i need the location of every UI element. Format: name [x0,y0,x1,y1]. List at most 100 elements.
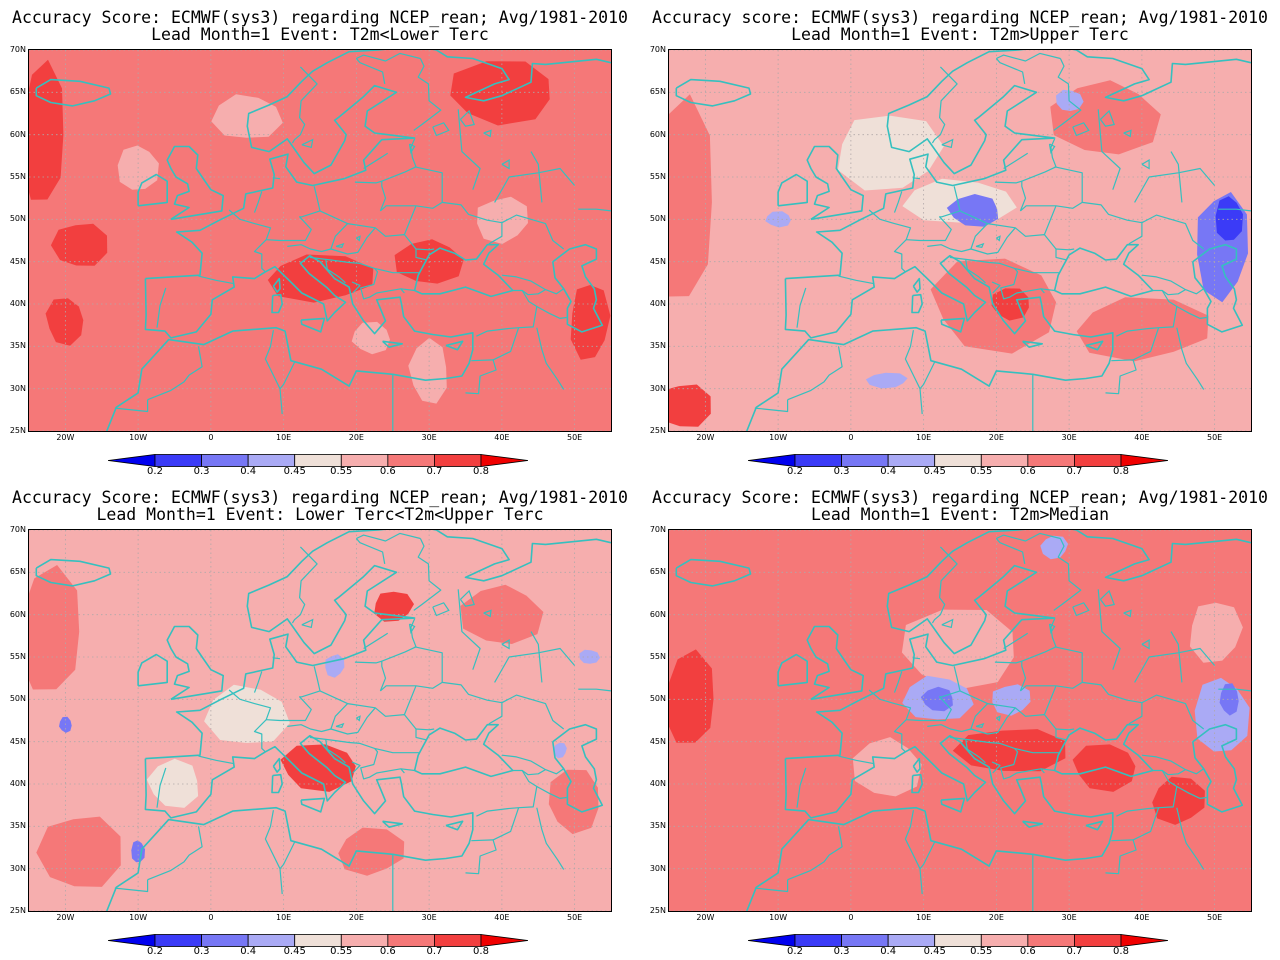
lon-tick-label: 20W [696,913,715,922]
lake-outline [941,618,954,629]
lake-outline [356,715,361,722]
lon-tick-label: 0 [848,913,854,922]
lon-tick-label: 40E [1134,433,1150,442]
field-patch [901,609,1014,690]
country-border [996,52,1061,62]
country-border [1055,728,1075,731]
lon-tick-label: 50E [1207,913,1223,922]
colorbar-tick-label: 0.6 [379,466,396,477]
coastline-cyprus [445,820,464,831]
country-border [838,755,875,765]
coastline-caspian [552,243,604,333]
country-border [253,671,263,693]
country-border [1176,785,1207,799]
colorbar-tick-label: 0.6 [1019,466,1036,477]
colorbar-arrow-low [747,454,796,467]
field-patch [991,288,1029,321]
lat-tick-label: 70N [649,525,666,534]
lat-tick-label: 65N [9,567,26,577]
country-border [272,657,281,660]
country-border [442,681,503,725]
country-border [996,532,1061,542]
field-base [669,530,1251,911]
country-border [356,532,421,542]
field-patch [1219,683,1239,716]
colorbar-segment [887,454,936,467]
country-border [578,688,611,692]
country-border [457,109,481,190]
field-patch [131,840,145,863]
lat-tick-label: 35N [9,341,26,351]
lat-tick-label: 60N [649,609,666,619]
field-patch [952,729,1066,772]
country-border [1141,694,1205,730]
country-border [319,690,348,705]
lat-tick-label: 40N [9,779,26,788]
lon-tick-label: 50E [567,913,583,922]
coastline-blacksea [1053,243,1154,298]
colorbar-segment [154,934,202,947]
field-patch [548,769,599,835]
colorbar-tick-label: 0.6 [1019,946,1036,957]
lat-tick-label: 25N [9,906,26,915]
country-border [1082,201,1143,245]
country-border [1116,289,1178,337]
lake-outline [1099,589,1116,607]
coastline-continent [106,254,474,431]
field-patch [29,565,80,690]
lon-tick-label: 10E [916,913,932,922]
country-border [1141,274,1205,295]
panel-title-line1: Accuracy Score: ECMWF(sys3) regarding NC… [652,488,1268,507]
lat-tick-label: 25N [649,906,666,915]
colorbar-segment [387,934,435,947]
map-svg [29,50,611,431]
country-border [919,362,936,415]
lat-tick-label: 70N [9,525,26,534]
lat-tick-label: 40N [649,299,666,308]
country-border [266,666,321,722]
coastline-crete [1022,340,1044,349]
coastline-biscay [785,530,1251,760]
colorbar-arrow-low [107,454,156,467]
country-border [363,632,389,650]
colorbar-tick-label: 0.4 [240,946,257,957]
colorbar-segment [841,454,889,467]
country-border [521,769,546,776]
country-border [995,58,1026,85]
country-border [374,747,419,754]
country-border [1111,327,1160,362]
colorbar-segment [340,934,389,947]
country-border [1134,167,1216,203]
field-patch [1056,89,1084,111]
coastline-caspian [1192,243,1244,333]
colorbar-tick-label: 0.55 [970,466,993,477]
lake-outline [975,242,985,248]
map-plot [668,49,1252,432]
field-patch [920,686,953,712]
country-border [965,739,986,764]
lat-tick-label: 30N [649,863,666,873]
lon-tick-label: 30E [1061,913,1077,922]
colorbar-tick-label: 0.8 [1113,466,1129,477]
country-border [501,214,565,250]
lat-tick-label: 55N [649,172,666,181]
country-border [919,842,936,895]
coastline-cyprus [445,340,464,351]
field-patch [669,384,711,427]
country-border [476,769,538,817]
panel-title-line2: Lead Month=1 Event: T2m>Upper Terc [791,25,1129,44]
colorbar-tick-label: 0.3 [193,466,210,477]
country-border [356,52,421,62]
colorbar-svg [747,454,1169,467]
lon-tick-label: 10E [276,913,292,922]
country-border [912,177,921,180]
country-border [521,289,546,296]
lat-tick-label: 60N [649,129,666,139]
colorbar-segment [247,934,296,947]
country-border [754,399,789,413]
country-border [471,807,520,842]
country-border [1116,769,1178,817]
lat-tick-label: 40N [9,299,26,308]
lon-tick-label: 10E [916,433,932,442]
coastline-ireland [777,173,808,207]
